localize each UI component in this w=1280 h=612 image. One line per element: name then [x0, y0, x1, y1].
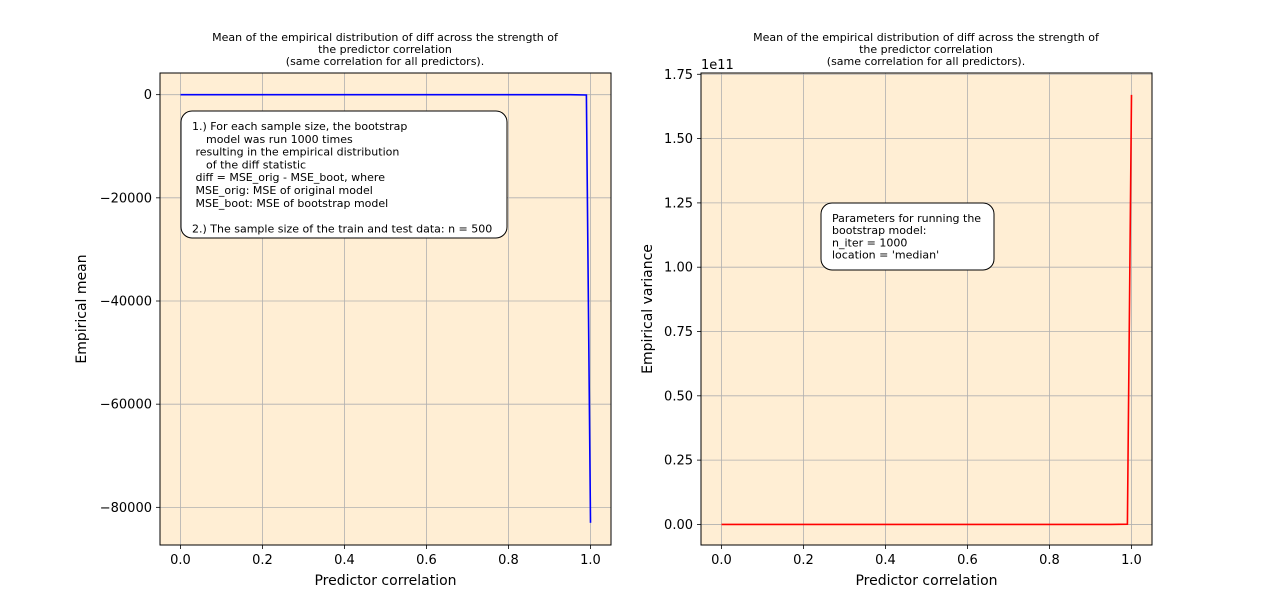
x-tick-label: 0.8	[1039, 553, 1060, 568]
chart-title-line: (same correlation for all predictors).	[286, 55, 484, 68]
y-tick-label: 0	[144, 88, 152, 103]
y-offset-text: 1e11	[701, 58, 734, 73]
chart-empirical-mean: Mean of the empirical distribution of di…	[74, 31, 612, 589]
x-tick-label: 0.6	[957, 553, 978, 568]
series-line	[721, 94, 1133, 526]
x-tick-label: 0.2	[252, 553, 273, 568]
annotation-text-line: diff = MSE_orig - MSE_boot, where	[192, 171, 385, 184]
x-tick-label: 1.0	[580, 553, 601, 568]
annotation-text-line: n_iter = 1000	[832, 236, 907, 249]
annotation-text-line: model was run 1000 times	[192, 133, 353, 146]
x-tick-label: 1.0	[1121, 553, 1142, 568]
annotation-text-line: 1.) For each sample size, the bootstrap	[192, 120, 407, 133]
y-tick-label: 1.00	[664, 261, 693, 276]
chart-title-line: the predictor correlation	[859, 43, 993, 56]
annotation-text-line: Parameters for running the	[832, 212, 981, 225]
y-tick-label: −80000	[100, 501, 152, 516]
y-tick-label: 0.75	[664, 325, 693, 340]
axes-frame	[700, 72, 1153, 546]
y-tick-label: 0.25	[664, 454, 693, 469]
y-tick-label: −40000	[100, 295, 152, 310]
x-tick-label: 0.2	[793, 553, 814, 568]
annotation-text-line: bootstrap model:	[832, 224, 927, 237]
annotation-box	[820, 202, 995, 271]
axes-frame	[159, 72, 612, 546]
annotation-text-line: 2.) The sample size of the train and tes…	[192, 222, 492, 235]
x-tick-label: 0.0	[170, 553, 191, 568]
x-tick-label: 0.0	[711, 553, 732, 568]
chart-title-line: (same correlation for all predictors).	[827, 55, 1025, 68]
plot-area	[701, 73, 1152, 545]
y-axis-label: Empirical mean	[74, 254, 90, 363]
chart-title-line: Mean of the empirical distribution of di…	[212, 31, 559, 44]
y-axis-label: Empirical variance	[640, 244, 656, 374]
chart-empirical-variance: Mean of the empirical distribution of di…	[640, 31, 1153, 589]
x-tick-label: 0.4	[875, 553, 896, 568]
y-tick-label: −20000	[100, 191, 152, 206]
series-line	[180, 93, 592, 523]
annotation-text-line: MSE_boot: MSE of bootstrap model	[192, 197, 388, 210]
chart-title-line: the predictor correlation	[318, 43, 452, 56]
annotation-text-line: location = 'median'	[832, 249, 939, 262]
annotation-text-line: resulting in the empirical distribution	[192, 146, 399, 159]
x-tick-label: 0.6	[416, 553, 437, 568]
annotation-box	[180, 110, 508, 239]
x-tick-label: 0.4	[334, 553, 355, 568]
chart-title-line: Mean of the empirical distribution of di…	[753, 31, 1100, 44]
y-tick-label: 1.25	[664, 196, 693, 211]
y-tick-label: −60000	[100, 398, 152, 413]
y-tick-label: 1.75	[664, 68, 693, 83]
annotation-text-line: MSE_orig: MSE of original model	[192, 184, 373, 197]
y-tick-label: 0.00	[664, 518, 693, 533]
annotation-text-line: of the diff statistic	[192, 158, 306, 171]
x-tick-label: 0.8	[498, 553, 519, 568]
y-tick-label: 0.50	[664, 389, 693, 404]
x-axis-label: Predictor correlation	[314, 573, 456, 589]
x-axis-label: Predictor correlation	[855, 573, 997, 589]
y-tick-label: 1.50	[664, 132, 693, 147]
